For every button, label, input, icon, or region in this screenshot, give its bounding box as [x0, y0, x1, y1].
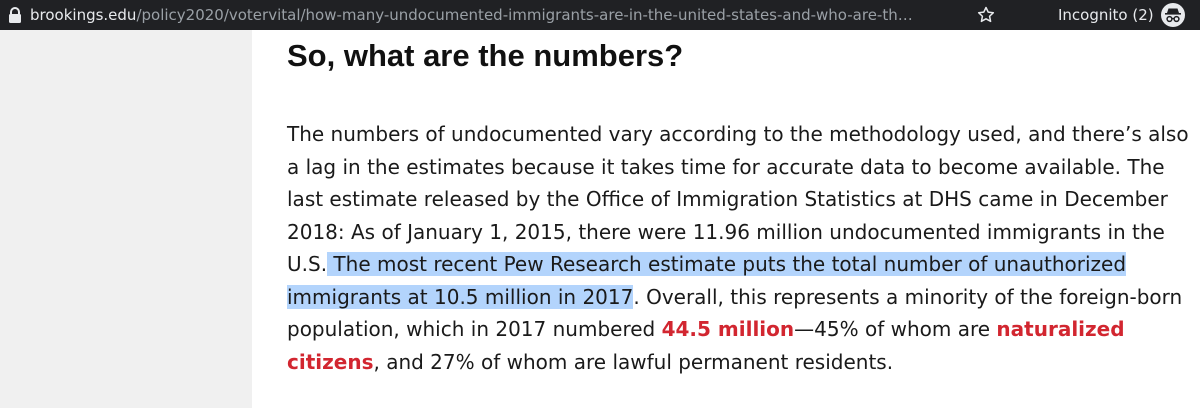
text-segment: a lag in the estimates because it takes …: [287, 154, 1165, 179]
lock-icon[interactable]: [8, 7, 22, 24]
paragraph-line: U.S. The most recent Pew Research estima…: [287, 248, 1187, 281]
selected-text[interactable]: The most recent Pew Research estimate pu…: [327, 252, 1127, 276]
paragraph-line: The numbers of undocumented vary accordi…: [287, 118, 1189, 151]
url-path: /policy2020/votervital/how-many-undocume…: [136, 6, 913, 24]
link-naturalized-citizens[interactable]: naturalized: [996, 317, 1125, 341]
paragraph-line: immigrants at 10.5 million in 2017. Over…: [287, 281, 1187, 314]
incognito-icon[interactable]: [1160, 2, 1186, 28]
url-domain: brookings.edu: [30, 6, 137, 24]
paragraph-line: a lag in the estimates because it takes …: [287, 151, 1187, 184]
article-heading: So, what are the numbers?: [287, 38, 684, 73]
paragraph-line: last estimate released by the Office of …: [287, 183, 1187, 216]
url-text[interactable]: brookings.edu/policy2020/votervital/how-…: [30, 6, 980, 24]
left-gutter: [0, 30, 252, 408]
paragraph-line: citizens, and 27% of whom are lawful per…: [287, 346, 1187, 379]
link-naturalized-citizens[interactable]: citizens: [287, 349, 374, 374]
paragraph-line: 2018: As of January 1, 2015, there were …: [287, 216, 1187, 249]
text-segment: , and 27% of whom are lawful permanent r…: [373, 349, 894, 374]
incognito-label[interactable]: Incognito (2): [1058, 6, 1154, 24]
text-segment: last estimate released by the Office of …: [287, 187, 1168, 211]
link-44-5-million[interactable]: 44.5 million: [661, 317, 795, 341]
text-segment: —45% of whom are: [794, 317, 997, 341]
selected-text[interactable]: immigrants at 10.5 million in 2017: [287, 284, 634, 309]
text-segment: 2018: As of January 1, 2015, there were …: [287, 219, 1165, 244]
article-paragraph: The numbers of undocumented vary accordi…: [287, 118, 1189, 379]
bookmark-star-icon[interactable]: [976, 5, 996, 25]
address-bar[interactable]: brookings.edu/policy2020/votervital/how-…: [0, 0, 1200, 30]
text-segment: The numbers of undocumented vary accordi…: [287, 122, 1189, 146]
text-segment: population, which in 2017 numbered: [287, 317, 662, 341]
text-segment: . Overall, this represents a minority of…: [633, 284, 1183, 309]
paragraph-line: population, which in 2017 numbered 44.5 …: [287, 313, 1187, 346]
text-segment: U.S.: [287, 252, 328, 276]
